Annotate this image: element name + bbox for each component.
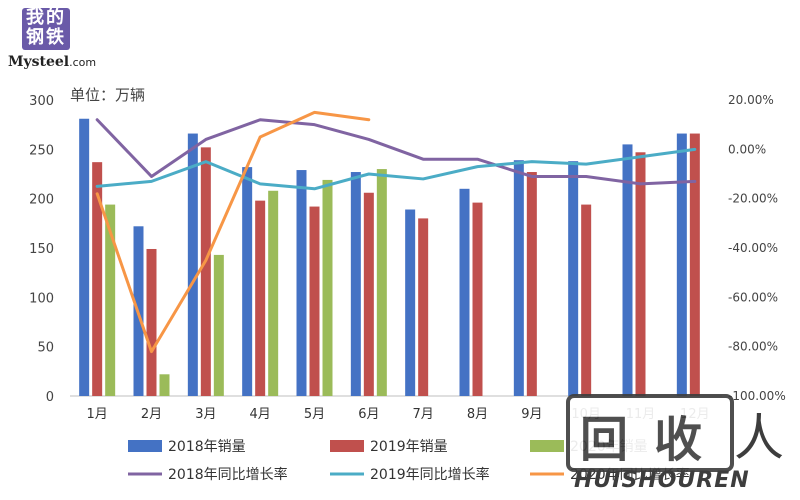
x-tick-label: 5月 [304,407,325,422]
legend-label: 2019年同比增长率 [370,466,490,483]
bar [363,192,374,396]
bar [689,133,700,396]
bar [350,172,361,396]
bar [159,374,170,396]
watermark-box: 回 收 [566,394,734,472]
y-left-tick-label: 200 [29,193,54,208]
bar [268,190,279,396]
y-left-tick-label: 50 [37,341,54,356]
legend-swatch [530,440,564,452]
bar [635,152,646,396]
series-line [95,110,371,354]
bar [296,170,307,396]
bar [513,160,524,396]
bar [472,202,483,396]
bar [376,169,387,396]
bar [581,204,592,396]
y-left-tick-label: 300 [29,94,54,109]
series-line [95,147,697,191]
bar [200,147,211,396]
unit-label: 单位：万辆 [70,86,146,104]
x-tick-label: 8月 [467,407,488,422]
bar [255,200,266,396]
bar [676,133,687,396]
legend-label: 2018年同比增长率 [168,466,288,483]
y-right-tick-label: -20.00% [728,192,778,206]
watermark-glyph: 回 [580,412,629,468]
legend-label: 2019年销量 [370,439,448,455]
y-left-tick-label: 0 [46,390,54,405]
bar [309,206,320,396]
bar [622,144,633,396]
logo-wordmark: Mysteel.com [8,54,96,70]
x-tick-label: 9月 [521,407,542,422]
bar [459,188,470,396]
bar [242,167,253,396]
bar [79,118,90,396]
bar [322,179,333,396]
bar [187,133,198,396]
y-left-tick-label: 250 [29,143,54,158]
bar [405,209,416,396]
y-left-tick-label: 100 [29,291,54,306]
y-right-tick-label: 0.00% [728,142,766,156]
bar [105,204,116,396]
logo-glyph: 钢 [26,27,44,48]
x-tick-label: 3月 [195,407,216,422]
watermark: 回 收 人 HUISHOUREN [566,394,786,494]
y-right-tick-label: 20.00% [728,93,774,107]
x-tick-label: 7月 [413,407,434,422]
logo-name: Mysteel [8,54,70,70]
bar [213,254,224,396]
bar [146,248,157,396]
x-tick-label: 2月 [141,407,162,422]
mysteel-logo: 我 的 钢 铁 Mysteel.com [8,8,103,78]
bar [92,162,103,396]
legend-swatch [330,440,364,452]
logo-glyph: 我 [26,7,44,28]
series-line [95,118,697,186]
y-right-tick-label: -60.00% [728,290,778,304]
bar [526,172,537,396]
watermark-glyph: 收 [654,412,703,468]
y-right-tick-label: -100.00% [728,389,786,403]
watermark-glyph: 人 [734,409,784,467]
legend-label: 2018年销量 [168,439,246,455]
logo-glyph: 的 [46,7,64,28]
x-tick-label: 6月 [358,407,379,422]
y-left-tick-label: 150 [29,242,54,257]
y-right-tick-label: -80.00% [728,340,778,354]
bar [418,218,429,396]
legend-swatch [128,440,162,452]
watermark-text: HUISHOUREN [574,468,750,493]
logo-glyph: 铁 [46,27,64,48]
y-right-tick-label: -40.00% [728,241,778,255]
x-tick-label: 4月 [250,407,271,422]
logo-emblem: 我 的 钢 铁 [22,8,70,50]
bar [568,161,579,396]
x-tick-label: 1月 [87,407,108,422]
logo-suffix: .com [69,56,97,69]
